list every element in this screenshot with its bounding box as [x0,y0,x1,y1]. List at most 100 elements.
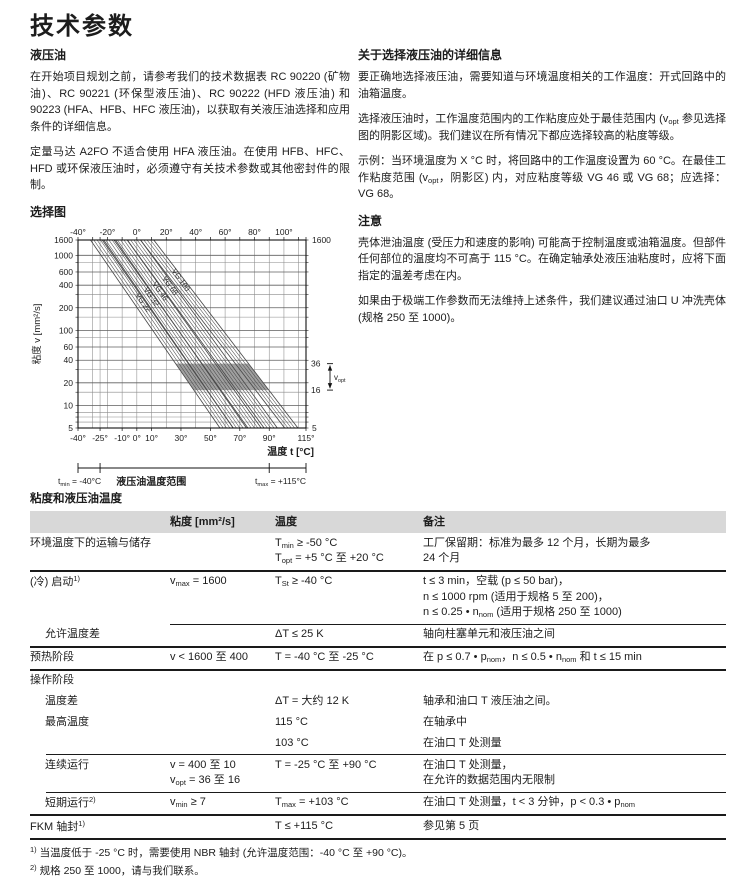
table-cell: 在 p ≤ 0.7 • pnom，n ≤ 0.5 • nnom 和 t ≤ 15… [423,651,642,665]
arrow-up-icon [327,364,333,371]
t-max-label: tmax = +115°C [255,476,306,488]
table-cell: 连续运行 [45,758,89,771]
spec-table-body: 粘度 [mm²/s] 温度 备注 环境温度下的运输与储存 Tmin ≥ -50 °C To… [30,511,726,841]
table-cell: vmax = 1600 [170,575,227,589]
vg-band-line [96,239,227,428]
vg-band-line [126,239,265,428]
footnotes: 1) 当温度低于 -25 °C 时，需要使用 NBR 轴封 (允许温度范围：-40… [30,844,726,879]
right-column: 关于选择液压油的详细信息 要正确地选择液压油，需要知道与环境温度相关的工作温度：… [358,46,726,335]
y-axis-tick-label: 20 [64,377,74,387]
table-cell: 允许温度差 [45,628,100,641]
table-cell: 工厂保留期：标准为最多 12 个月，长期为最多 24 个月 [423,536,651,565]
y-axis-tick-label: 10 [64,400,74,410]
table-cell [423,671,726,692]
table-cell: 温度差 [45,694,78,707]
table-cell [170,691,275,712]
y-axis-tick-label: 1600 [54,235,73,245]
table-cell: 短期运行2) [45,795,96,810]
table-separator [30,814,726,817]
top-axis-tick-label: 40° [189,227,202,237]
y-axis-tick-label: 100 [59,325,73,335]
viscosity-table-section: 粘度和液压油温度 粘度 [mm²/s] 温度 备注 环境温度下的运输与储存 Tmin ≥… [30,490,726,879]
vopt-bracket-label: vopt [334,372,346,383]
footnote: 1) 当温度低于 -25 °C 时，需要使用 NBR 轴封 (允许温度范围：-40… [30,845,413,860]
table-row: 允许温度差 ΔT ≤ 25 K 轴向柱塞单元和液压油之间 [30,625,726,646]
table-cell: t ≤ 3 min，空载 (p ≤ 50 bar)， n ≤ 1000 rpm (… [423,575,622,620]
table-cell: T = -40 °C 至 -25 °C [275,651,374,664]
chart-grid [78,239,306,428]
footnote: 2) 规格 250 至 1000，请与我们联系。 [30,862,205,877]
table-cell: 在油口 T 处测量 [423,736,502,749]
table-cell: 115 °C [275,715,308,728]
table-cell: Tmax = +103 °C [275,796,349,810]
table-cell: v < 1600 至 400 [170,651,248,664]
vopt-lower-label: 16 [311,385,321,395]
chart-heading: 选择图 [30,204,67,219]
t-min-label: tmin = -40°C [58,476,101,488]
table-separator [30,668,726,671]
bottom-axis-tick-label: -40° [70,433,86,443]
table-separator [46,791,726,793]
top-axis-tick-label: -40° [70,227,86,237]
vg-band-line [108,239,241,428]
table-separator [30,838,726,841]
paragraph: 如果由于极端工作参数而无法维持上述条件，我们建议通过油口 U 冲洗壳体 (规格 … [358,295,726,324]
vg-band-line [150,239,295,428]
section-heading-note: 注意 [358,213,383,228]
table-row: 操作阶段 [30,671,726,692]
table-cell: TSt ≥ -40 °C [275,575,333,589]
table-cell: 轴承和油口 T 液压油之间。 [423,694,557,707]
table-cell: 温度 [275,515,297,528]
y-axis-tick-label: 400 [59,280,73,290]
y-axis-tick-label: 60 [64,342,74,352]
bottom-axis-tick-label: 30° [175,433,188,443]
table-cell [170,816,275,838]
table-cell: T ≤ +115 °C [275,819,334,832]
y-axis-tick-label: 600 [59,266,73,276]
table-cell [170,625,275,646]
table-header-row: 粘度 [mm²/s] 温度 备注 [30,511,726,534]
table-cell: 在轴承中 [423,715,467,728]
table-cell: FKM 轴封1) [30,818,85,833]
paragraph: 定量马达 A2FO 不适合使用 HFA 液压油。在使用 HFB、HFC、HFD … [30,146,350,191]
x-axis-title: 温度 t [°C] [267,445,314,458]
y-axis-title: 粘度 v [mm²/s] [31,303,43,364]
vg-band-line [93,239,224,428]
table-cell: ΔT ≤ 25 K [275,628,324,641]
vg-band-line [123,239,259,428]
top-axis-tick-label: 60° [219,227,232,237]
table-cell: ΔT = 大约 12 K [275,694,350,707]
table-cell: 参见第 5 页 [423,819,480,832]
vg-band-line [130,239,268,428]
table-row: 环境温度下的运输与储存 Tmin ≥ -50 °C Topt = +5 °C 至 +… [30,533,726,570]
fluid-temp-range-label: 液压油温度范围 [116,475,186,488]
table-row: 103 °C 在油口 T 处测量 [30,733,726,754]
y-axis-tick-label: 200 [59,302,73,312]
paragraph: 要正确地选择液压油，需要知道与环境温度相关的工作温度：开式回路中的油箱温度。 [358,71,726,100]
table-cell [30,733,170,754]
section-heading-hydraulic-fluid: 液压油 [30,48,67,62]
paragraph: 壳体泄油温度 (受压力和速度的影响) 可能高于控制温度或油箱温度。但部件任何部位… [358,236,726,282]
section-heading-fluid-info: 关于选择液压油的详细信息 [358,48,503,62]
table-cell [30,511,170,533]
table-row: FKM 轴封1) T ≤ +115 °C 参见第 5 页 [30,816,726,838]
table-cell: 103 °C [275,736,309,749]
table-cell: 操作阶段 [30,674,74,687]
bottom-axis-tick-label: 50° [204,433,217,443]
table-row: 短期运行2) vmin ≥ 7 Tmax = +103 °C 在油口 T 处测量，t … [30,793,726,815]
top-axis-tick-label: -20° [100,227,116,237]
table-cell [170,671,275,692]
vg-band-line [120,239,255,428]
paragraph: 选择液压油时，工作温度范围内的工作粘度应处于最佳范围内 (vopt 参见选择图的… [358,113,726,142]
table-separator [170,623,726,625]
vopt-region [175,363,269,390]
top-axis-tick-label: 20° [160,227,173,237]
table-cell [275,671,423,692]
y-axis-tick-label: 5 [68,423,73,433]
vg-band-line [153,239,299,428]
bottom-axis-tick-label: 10° [145,433,158,443]
right-axis-label: 1600 [312,235,331,245]
vg-band-line [101,239,234,428]
table-row: 最高温度 115 °C 在轴承中 [30,712,726,733]
